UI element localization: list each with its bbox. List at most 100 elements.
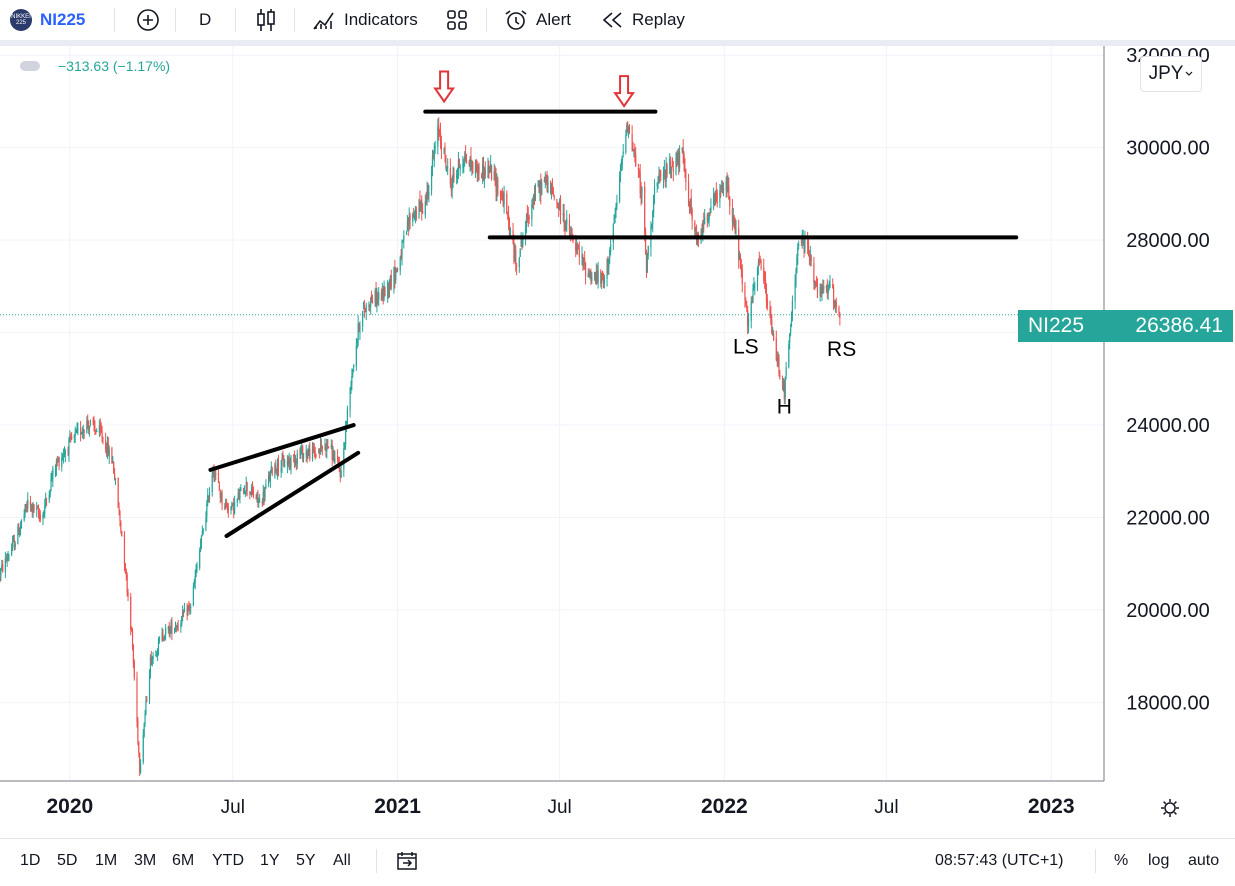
candle-body (550, 185, 553, 194)
candle-body (89, 421, 92, 425)
candle-body (539, 181, 541, 193)
candle-body (45, 498, 48, 500)
candle-body (69, 436, 71, 439)
chart-type-button[interactable] (255, 0, 277, 40)
price-axis[interactable]: 18000.0020000.0022000.0024000.0026000.00… (1126, 45, 1209, 714)
replay-button[interactable]: Replay (601, 0, 685, 40)
candle-body (433, 150, 435, 161)
candle-body (766, 299, 768, 307)
chart-area[interactable]: LS H RS 18000.00 20000.00 22000.00 24000.00 26… (0, 45, 1235, 836)
candle-body (280, 467, 282, 472)
range-button-5d[interactable]: 5D (57, 852, 78, 869)
candle-body (690, 197, 692, 212)
candle-body (772, 333, 774, 336)
candle-body (588, 272, 590, 276)
candle-body (283, 459, 285, 467)
down-arrow-icon[interactable] (613, 75, 635, 108)
candle-body (381, 288, 383, 299)
candle-body (464, 154, 467, 162)
range-button-5y[interactable]: 5Y (296, 852, 316, 869)
candle-body (201, 531, 203, 534)
candle-body (546, 174, 548, 192)
price-tick-label: 22000.00 (1126, 508, 1209, 530)
range-button-1m[interactable]: 1M (95, 852, 118, 869)
candle-body (583, 260, 585, 265)
candle-body (482, 164, 484, 180)
candle-body (499, 191, 502, 195)
symbol-search[interactable]: NIKKEI 225 NI225 (10, 0, 85, 40)
candle-body (152, 655, 154, 659)
candle-body (171, 622, 173, 634)
currency-button[interactable]: JPY (1140, 56, 1202, 92)
candle-body (647, 246, 649, 255)
candle-body (42, 514, 44, 521)
candle-body (251, 487, 254, 492)
range-button-6m[interactable]: 6M (172, 852, 195, 869)
grid-icon (447, 10, 467, 30)
alarm-clock-icon (505, 10, 527, 30)
candle-body (741, 269, 743, 285)
candle-body (277, 461, 280, 472)
candle-body (251, 487, 253, 496)
settings-icon[interactable] (1161, 799, 1179, 817)
toolbar-divider (114, 8, 115, 32)
symbol-name: NI225 (40, 10, 86, 29)
candle-body (19, 525, 22, 530)
candle-body (681, 147, 683, 152)
candle-body (666, 164, 668, 176)
percent-toggle[interactable]: % (1114, 852, 1129, 869)
trend-drawings[interactable] (208, 70, 1019, 538)
time-axis[interactable]: 2020 Jul 2021 Jul 2022 Jul 2023 (46, 795, 1074, 818)
trend-line[interactable] (208, 423, 356, 472)
candle-body (206, 503, 208, 517)
candle-body (719, 190, 721, 203)
candle-body (728, 185, 730, 200)
candle-body (70, 435, 72, 437)
candle-body (653, 186, 656, 196)
candle-body (703, 219, 705, 226)
candle-body (93, 419, 95, 426)
candle-body (426, 189, 428, 203)
auto-toggle[interactable]: auto (1188, 852, 1220, 869)
range-button-3m[interactable]: 3M (134, 852, 157, 869)
candle-body (208, 495, 210, 502)
interval-button[interactable]: D (199, 10, 212, 29)
candle-body (378, 292, 380, 300)
compare-button[interactable] (136, 0, 160, 40)
candle-body (259, 500, 261, 502)
date-range-button[interactable] (396, 839, 418, 883)
trend-line[interactable] (224, 450, 361, 538)
candle-body (19, 530, 21, 536)
candle-body (476, 170, 478, 174)
candle-body (828, 288, 830, 290)
candle-body (478, 165, 480, 174)
candle-body (181, 615, 183, 625)
candle-body (835, 301, 837, 308)
clock-display[interactable]: 08:57:43 (UTC+1) (935, 852, 1064, 869)
candle-body (232, 503, 234, 505)
candle-body (13, 539, 15, 548)
candle-body (633, 152, 635, 154)
down-arrow-icon[interactable] (433, 70, 456, 104)
candle-body (515, 249, 517, 264)
log-toggle[interactable]: log (1148, 852, 1170, 869)
indicators-button[interactable]: Indicators (312, 0, 418, 40)
candle-body (685, 169, 687, 182)
candle-body (747, 318, 750, 328)
price-chart[interactable]: LS H RS 18000.00 20000.00 22000.00 24000.00 26… (0, 45, 1235, 836)
candle-body (657, 177, 659, 184)
candle-body (174, 627, 177, 630)
chart-grid (0, 46, 1104, 781)
candle-body (779, 375, 781, 378)
range-button-1y[interactable]: 1Y (260, 852, 280, 869)
alert-button[interactable]: Alert (503, 0, 571, 40)
range-button-ytd[interactable]: YTD (212, 852, 244, 869)
layouts-button[interactable] (446, 0, 468, 40)
range-button-all[interactable]: All (333, 852, 351, 869)
candle-body (353, 364, 355, 368)
time-tick-label: 2021 (374, 795, 421, 818)
range-button-1d[interactable]: 1D (20, 852, 41, 869)
candle-body (124, 563, 126, 573)
candle-body (75, 430, 77, 433)
legend-toggle[interactable] (20, 61, 40, 71)
